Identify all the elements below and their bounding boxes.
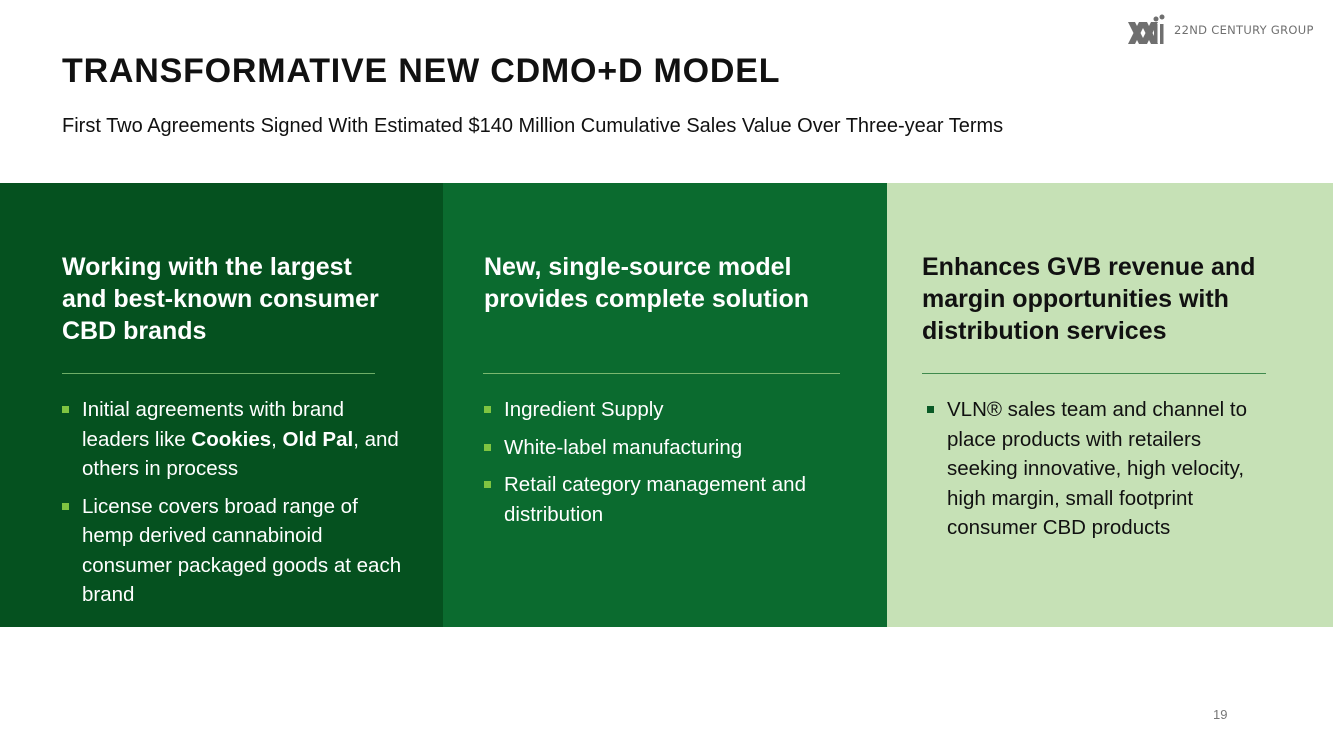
bullet-text: VLN® sales team and channel to place pro… [947,398,1248,539]
list-item: White-label manufacturing [484,433,824,463]
bullet-text-mid: , [271,427,283,451]
panel-heading: Enhances GVB revenue and margin opportun… [922,253,1256,345]
panel-divider [62,373,375,374]
bullet-text: White-label manufacturing [504,435,743,459]
panel-heading: Working with the largest and best-known … [62,253,379,345]
panel-divider [922,373,1266,374]
panel-brands: Working with the largest and best-known … [0,183,443,627]
bullet-text: Retail category management and distribut… [504,473,806,526]
bullet-text-pre: Initial agreements with brand leaders li… [82,398,345,451]
list-item: License covers broad range of hemp deriv… [62,492,402,610]
list-item: VLN® sales team and channel to place pro… [927,395,1267,543]
panel-solution: New, single-source model provides comple… [443,183,887,627]
brand-cookies: Cookies [191,427,272,451]
list-item: Retail category management and distribut… [484,470,824,529]
xxii-logo-icon [1128,14,1165,44]
panels-row: Working with the largest and best-known … [0,183,1333,627]
square-bullet-icon [484,443,491,451]
page-subtitle: First Two Agreements Signed With Estimat… [62,115,1004,137]
panel-distribution: Enhances GVB revenue and margin opportun… [887,183,1333,627]
brand-old-pal: Old Pal [282,427,354,451]
square-bullet-icon [927,406,934,413]
panel-heading: New, single-source model provides comple… [484,253,810,313]
bullet-list: VLN® sales team and channel to place pro… [927,395,1267,551]
page-title: TRANSFORMATIVE NEW CDMO+D MODEL [62,52,781,90]
list-item: Ingredient Supply [484,395,824,425]
logo-text: 22ND CENTURY GROUP [1174,23,1314,37]
list-item: Initial agreements with brand leaders li… [62,395,402,484]
bullet-list: Initial agreements with brand leaders li… [62,395,402,618]
square-bullet-icon [484,481,491,488]
panel-divider [483,373,840,374]
bullet-text: Ingredient Supply [504,398,664,421]
square-bullet-icon [62,502,69,510]
bullet-list: Ingredient Supply White-label manufactur… [484,395,824,537]
bullet-text: License covers broad range of hemp deriv… [82,494,402,607]
square-bullet-icon [62,406,69,413]
square-bullet-icon [484,406,491,413]
bullet-text-post: , and others in process [82,427,399,481]
page-number: 19 [1213,707,1228,722]
company-logo: 22ND CENTURY GROUP [1128,14,1314,46]
